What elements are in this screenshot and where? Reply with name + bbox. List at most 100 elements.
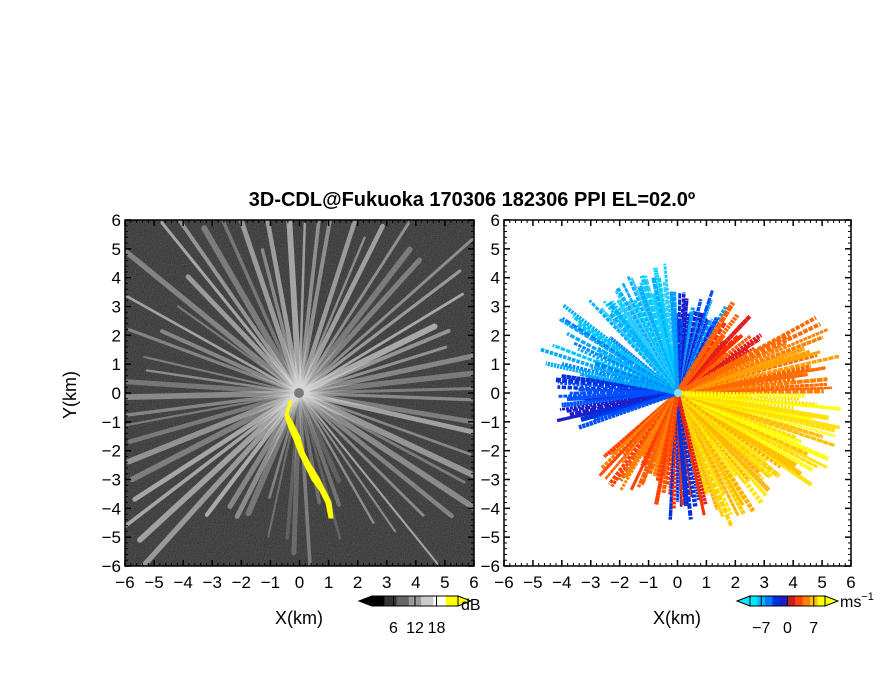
x-tick-label: 4 bbox=[788, 573, 797, 592]
y-tick-label: 2 bbox=[491, 326, 500, 345]
y-tick-label: 3 bbox=[491, 298, 500, 317]
velocity-ray bbox=[676, 391, 768, 464]
chart-title: 3D-CDL@Fukuoka 170306 182306 PPI EL=02.0… bbox=[249, 189, 695, 211]
colorbar-segment bbox=[765, 596, 773, 606]
snr-ray bbox=[297, 390, 342, 507]
snr-ray bbox=[297, 223, 385, 396]
colorbar-tick-label: 6 bbox=[389, 620, 398, 637]
x-tick-label: −2 bbox=[610, 573, 629, 592]
y-tick-label: 2 bbox=[112, 326, 121, 345]
snr-ray bbox=[298, 220, 413, 395]
snr-ray bbox=[297, 220, 321, 395]
velocity-ray bbox=[676, 335, 824, 395]
velocity-ray bbox=[675, 391, 764, 505]
snr-ray bbox=[238, 220, 302, 396]
right-colorbar-unit-exponent: −1 bbox=[861, 591, 874, 603]
snr-ray bbox=[125, 390, 303, 400]
y-tick-label: −4 bbox=[481, 499, 500, 518]
snr-ray bbox=[297, 390, 474, 425]
snr-ray bbox=[160, 329, 302, 395]
x-tick-label: 1 bbox=[324, 573, 333, 592]
snr-ray bbox=[297, 269, 462, 395]
y-tick-label: 5 bbox=[491, 240, 500, 259]
radar-site-marker-right bbox=[674, 389, 682, 397]
snr-ray bbox=[296, 246, 413, 396]
x-tick-label: −5 bbox=[523, 573, 542, 592]
colorbar-tick-label: 0 bbox=[783, 620, 792, 637]
velocity-ray bbox=[566, 391, 678, 413]
snr-ray bbox=[176, 220, 302, 395]
colorbar-segment bbox=[750, 596, 758, 606]
snr-ray bbox=[291, 390, 302, 556]
velocity-ray bbox=[677, 364, 812, 396]
x-tick-label: −4 bbox=[173, 573, 192, 592]
y-tick-label: 3 bbox=[112, 298, 121, 317]
x-tick-label: 1 bbox=[702, 573, 711, 592]
snr-ray bbox=[296, 257, 423, 396]
snr-ray bbox=[296, 390, 474, 512]
snr-ray bbox=[297, 220, 358, 396]
velocity-ray bbox=[676, 391, 782, 469]
snr-ray bbox=[267, 391, 301, 538]
velocity-ray bbox=[600, 391, 680, 470]
snr-ray bbox=[125, 379, 303, 396]
x-tick-label: −1 bbox=[639, 573, 658, 592]
velocity-ray bbox=[671, 392, 680, 510]
snr-ray bbox=[286, 220, 303, 396]
x-tick-label: 0 bbox=[673, 573, 682, 592]
y-tick-label: 4 bbox=[112, 269, 121, 288]
velocity-ray bbox=[602, 300, 679, 394]
velocity-ray bbox=[677, 390, 836, 433]
y-tick-label: 6 bbox=[491, 211, 500, 230]
snr-ray bbox=[296, 323, 438, 396]
x-tick-label: 0 bbox=[295, 573, 304, 592]
velocity-rays bbox=[540, 263, 841, 528]
right-colorbar-low-arrow bbox=[735, 595, 751, 607]
x-tick-label: −1 bbox=[261, 573, 280, 592]
right-colorbar-high-arrow bbox=[824, 595, 840, 607]
y-tick-label: 1 bbox=[112, 355, 121, 374]
snr-ray bbox=[298, 391, 375, 525]
x-tick-label: 5 bbox=[817, 573, 826, 592]
snr-ray bbox=[139, 390, 303, 566]
snr-ray bbox=[297, 390, 342, 483]
snr-ray bbox=[125, 247, 303, 396]
snr-ray bbox=[185, 274, 302, 396]
colorbar-segment bbox=[780, 596, 788, 606]
snr-ray bbox=[298, 391, 342, 540]
velocity-ray bbox=[677, 390, 806, 399]
y-tick-label: −1 bbox=[102, 413, 121, 432]
velocity-ray bbox=[676, 319, 710, 394]
snr-ray bbox=[285, 391, 302, 540]
snr-ray bbox=[298, 236, 366, 395]
velocity-ray bbox=[578, 390, 679, 430]
velocity-ray bbox=[676, 315, 817, 395]
left-x-axis-label: X(km) bbox=[275, 608, 323, 628]
velocity-ray bbox=[557, 317, 679, 395]
velocity-ray bbox=[662, 281, 680, 394]
velocity-ray bbox=[676, 391, 774, 478]
snr-ray bbox=[125, 391, 302, 529]
snr-ray bbox=[125, 293, 301, 395]
colorbar-segment bbox=[396, 596, 410, 606]
snr-ray bbox=[297, 391, 312, 566]
right-colorbar-tick-labels: −7 0 7 bbox=[752, 596, 818, 637]
snr-ray bbox=[220, 220, 302, 395]
radar-site-marker bbox=[294, 388, 304, 398]
velocity-ray bbox=[607, 391, 679, 486]
snr-ray bbox=[298, 391, 472, 456]
snr-ray bbox=[137, 390, 303, 543]
y-tick-label: 4 bbox=[491, 269, 500, 288]
velocity-ray bbox=[558, 381, 678, 395]
snr-ray bbox=[157, 220, 302, 395]
velocity-ray bbox=[676, 391, 819, 469]
y-tick-label: 0 bbox=[112, 384, 121, 403]
snr-ray bbox=[297, 391, 474, 402]
velocity-ray bbox=[675, 392, 708, 506]
velocity-ray bbox=[669, 291, 680, 394]
snr-ray bbox=[145, 369, 301, 395]
y-tick-label: −2 bbox=[102, 442, 121, 461]
snr-rays bbox=[125, 220, 474, 566]
snr-ray bbox=[298, 391, 397, 533]
